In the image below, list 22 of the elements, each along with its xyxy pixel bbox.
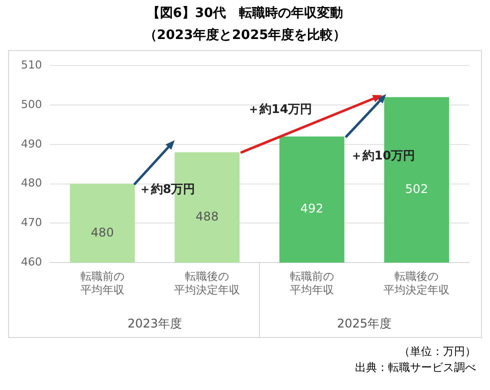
annotation: ＋約8万円 xyxy=(138,182,196,196)
text: （単位：万円） xyxy=(398,344,476,360)
x-tick-label: 転職前の平均年収 xyxy=(80,270,124,296)
y-tick-label: 500 xyxy=(20,98,42,111)
y-tick-label: 480 xyxy=(20,176,42,190)
source-note: 出典：転職サービス調べ xyxy=(354,360,476,376)
y-tick-label: 460 xyxy=(20,255,42,268)
y-tick-label: 490 xyxy=(20,137,42,150)
data-label: 480 xyxy=(90,225,114,240)
y-tick-label: 470 xyxy=(20,216,42,230)
data-label: 488 xyxy=(196,210,219,224)
data-label: 492 xyxy=(300,202,324,216)
x-tick-label: 転職後の平均決定年収 xyxy=(384,270,450,296)
text: 2025年度 xyxy=(336,316,392,331)
annotation: ＋約14万円 xyxy=(248,102,312,116)
text: 2023年度 xyxy=(127,316,182,331)
chart-subtitle: （2023年度と2025年度を比較） xyxy=(142,26,348,44)
data-label: 502 xyxy=(405,182,428,196)
x-tick-label: 転職後の平均決定年収 xyxy=(174,270,240,296)
y-tick-label: 510 xyxy=(20,58,42,72)
chart-title: 【図6】30代 転職時の年収変動 xyxy=(146,4,344,22)
x-tick-label: 転職前の平均年収 xyxy=(290,270,334,296)
